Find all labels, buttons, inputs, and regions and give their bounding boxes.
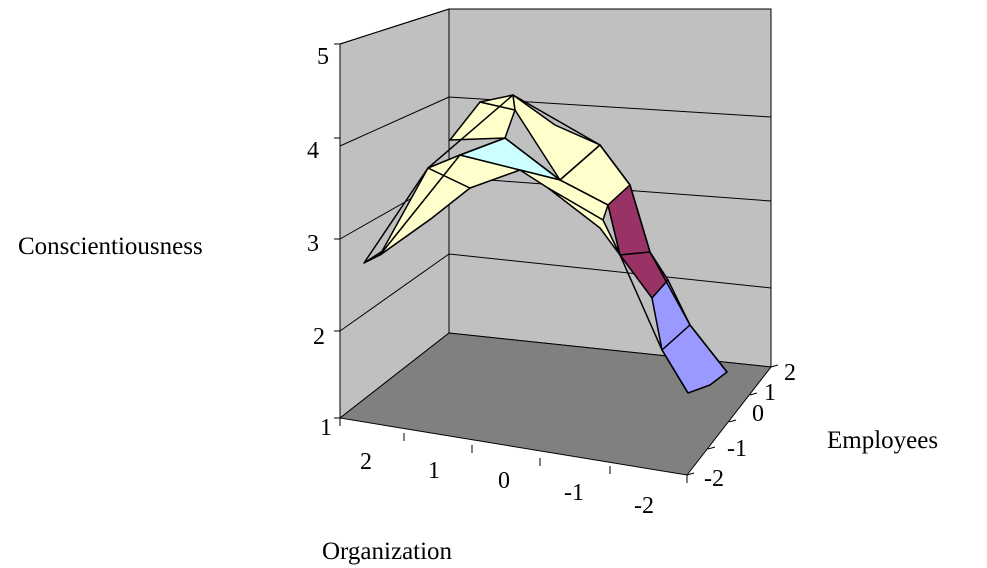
x-tick-label: -1 (564, 480, 584, 506)
z-axis-title: Conscientiousness (18, 233, 203, 260)
y-tick-label: -1 (727, 436, 747, 462)
left-wall-gridline (339, 253, 450, 332)
z-tick-label: 2 (313, 324, 325, 350)
tick-marks (334, 43, 779, 483)
y-tick-label: -2 (704, 466, 724, 492)
y-tick-mark (686, 472, 695, 476)
x-tick-label: 2 (360, 449, 372, 475)
series-line-back (379, 137, 689, 394)
y-tick-mark (749, 392, 758, 396)
x-axis-title: Organization (322, 538, 453, 565)
y-tick-label: 2 (784, 360, 796, 386)
z-tick-label: 3 (307, 231, 319, 257)
series-line-front (363, 94, 728, 373)
left-wall-gridline (339, 96, 450, 147)
x-tick-label: 0 (498, 468, 510, 494)
z-tick-label: 5 (317, 44, 329, 70)
surface-plot (363, 94, 728, 394)
x-tick-label: 1 (428, 458, 440, 484)
z-tick-label: 1 (320, 415, 332, 441)
y-tick-mark (728, 419, 737, 423)
y-axis-title: Employees (827, 427, 938, 454)
left-wall-gridline (339, 8, 450, 45)
z-tick-label: 4 (307, 138, 319, 164)
back-wall-gridline (448, 253, 772, 289)
y-tick-mark (770, 364, 779, 368)
y-tick-mark (707, 446, 716, 450)
y-tick-label: 0 (752, 401, 764, 427)
y-tick-label: 1 (764, 380, 776, 406)
x-tick-label: -2 (634, 493, 654, 519)
surface-facet (519, 169, 609, 221)
